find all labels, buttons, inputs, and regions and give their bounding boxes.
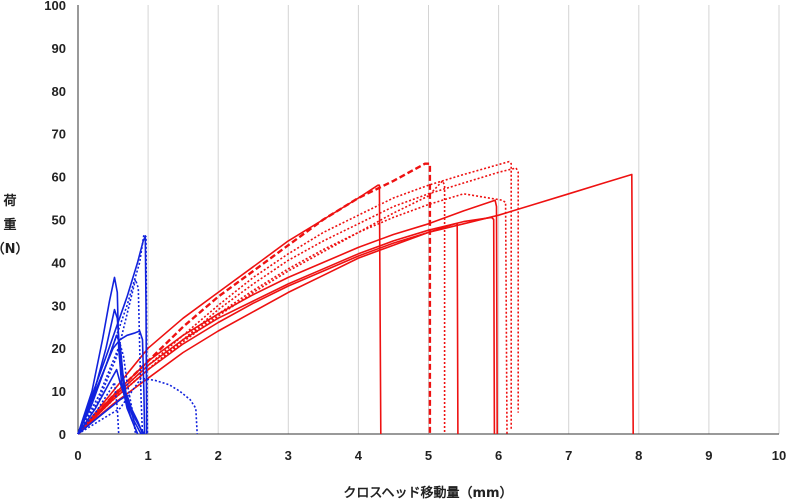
series-line-blue-15 (77, 394, 144, 435)
series-line-red-5 (77, 199, 498, 435)
series-line-red-9 (77, 193, 508, 435)
x-axis-title: クロスヘッド移動量（mm） (343, 485, 512, 501)
y-tick-label: 70 (52, 127, 66, 142)
series-line-blue-21 (77, 381, 120, 435)
x-tick-label: 1 (144, 448, 151, 463)
y-tick-label: 60 (52, 170, 66, 185)
x-tick-label: 10 (772, 448, 786, 463)
series-line-red-8 (77, 160, 512, 435)
series-line-blue-20 (77, 343, 137, 435)
series-line-red-1 (77, 173, 634, 435)
series-line-blue-22 (77, 377, 198, 435)
series-line-blue-18 (77, 233, 149, 435)
y-tick-label: 80 (52, 84, 66, 99)
x-tick-label: 0 (74, 448, 81, 463)
y-tick-label: 40 (52, 255, 66, 270)
y-tick-label: 100 (44, 0, 66, 13)
x-tick-label: 5 (425, 448, 432, 463)
x-tick-label: 2 (215, 448, 222, 463)
x-tick-label: 6 (495, 448, 502, 463)
grid-lines (147, 5, 780, 434)
series-line-red-7 (77, 167, 519, 435)
series-group (77, 160, 634, 435)
y-tick-label: 0 (59, 427, 66, 442)
y-axis-title-line-2: 重 (3, 217, 16, 233)
x-tick-label: 3 (285, 448, 292, 463)
y-axis-title-line-1: 荷 (2, 193, 16, 209)
x-tick-label: 9 (705, 448, 712, 463)
axes (77, 5, 779, 435)
x-tick-label: 8 (635, 448, 642, 463)
y-tick-label: 90 (52, 41, 66, 56)
x-tick-label: 4 (355, 448, 363, 463)
y-tick-label: 20 (52, 341, 66, 356)
series-line-blue-17 (77, 235, 148, 435)
x-tick-label: 7 (565, 448, 572, 463)
y-tick-label: 10 (52, 384, 66, 399)
y-tick-label: 50 (52, 213, 66, 228)
y-tick-label: 30 (52, 298, 66, 313)
series-line-red-6 (77, 162, 432, 435)
series-line-red-4 (77, 216, 496, 435)
series-line-blue-16 (77, 330, 146, 435)
y-axis-title-line-3: （N） (0, 241, 28, 257)
series-line-blue-19 (77, 278, 144, 435)
